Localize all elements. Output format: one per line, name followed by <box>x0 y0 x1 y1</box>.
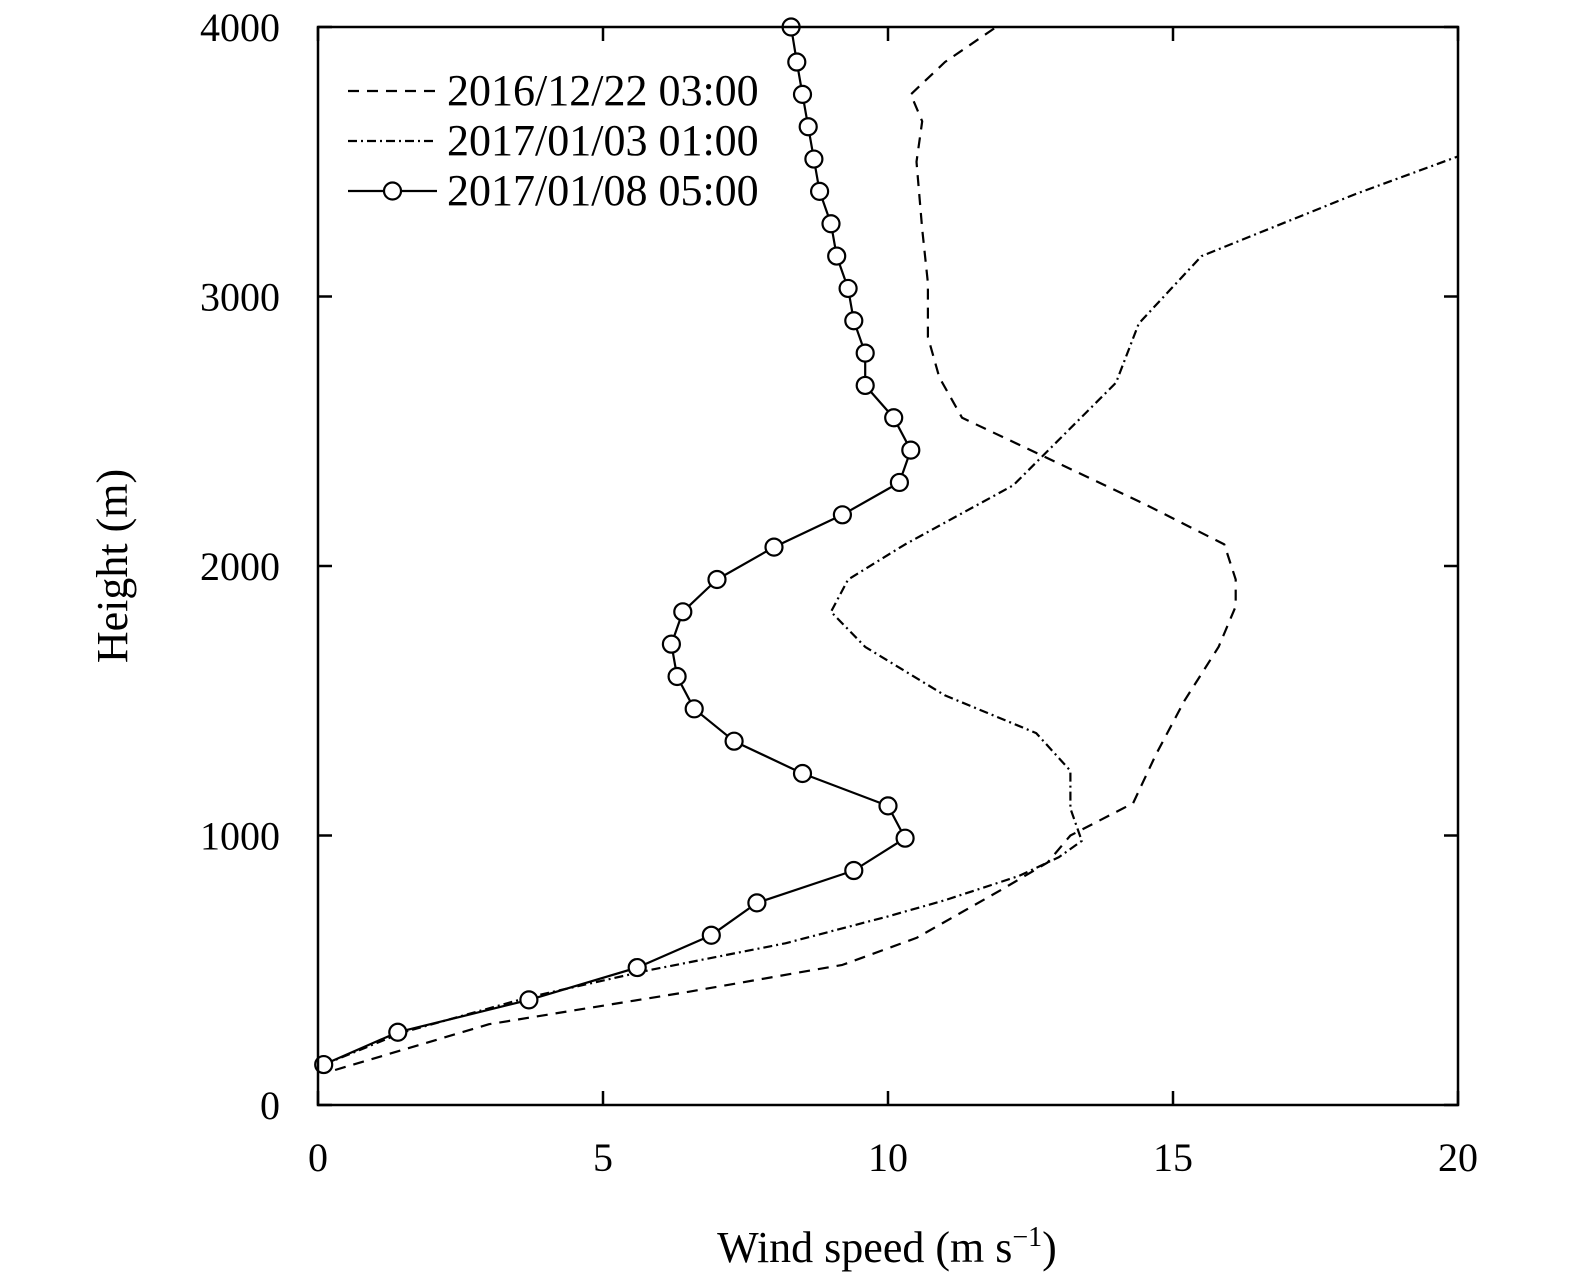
tick-layer <box>316 25 1460 1107</box>
data-point-marker <box>855 343 875 363</box>
legend-label-2: 2017/01/03 01:00 <box>447 116 759 165</box>
y-tick-label: 2000 <box>200 544 280 589</box>
data-point-marker <box>821 214 841 234</box>
data-point-marker <box>787 52 807 72</box>
data-point-marker <box>764 537 784 557</box>
data-point-marker <box>792 763 813 784</box>
x-axis-title-main: Wind speed (m s <box>717 1223 1012 1272</box>
y-tick-label: 3000 <box>200 275 280 320</box>
x-tick-label: 10 <box>868 1135 908 1180</box>
data-point-marker <box>855 375 875 396</box>
y-tick-label: 0 <box>260 1083 280 1128</box>
data-point-marker <box>724 731 744 751</box>
x-axis-title-end: ) <box>1042 1223 1057 1272</box>
y-axis-title: Height (m) <box>88 469 137 663</box>
y-tick-label: 4000 <box>200 5 280 50</box>
tick-label-layer: 0 5 10 15 20 0 1000 2000 3000 4000 <box>200 5 1478 1180</box>
data-point-marker <box>673 602 693 622</box>
series-line-2 <box>323 155 1458 1066</box>
data-point-marker <box>844 311 864 331</box>
data-point-marker <box>388 1022 408 1042</box>
series-line-1 <box>334 27 1237 1072</box>
x-axis-title-superscript: −1 <box>1012 1222 1042 1253</box>
x-tick-label: 20 <box>1438 1135 1478 1180</box>
marker-layer <box>314 17 921 1075</box>
legend-label-3: 2017/01/08 05:00 <box>447 166 759 215</box>
data-point-marker <box>889 472 910 493</box>
data-point-marker <box>519 990 539 1010</box>
data-point-marker <box>798 117 818 137</box>
x-tick-label: 5 <box>593 1135 613 1180</box>
x-tick-label: 15 <box>1153 1135 1193 1180</box>
data-point-marker <box>884 408 904 428</box>
data-point-marker <box>701 925 721 945</box>
data-point-marker <box>792 84 813 104</box>
data-point-marker <box>895 828 915 848</box>
data-point-marker <box>804 149 824 169</box>
data-point-marker <box>809 181 830 201</box>
x-tick-label: 0 <box>308 1135 328 1180</box>
y-tick-label: 1000 <box>200 814 280 859</box>
data-point-marker <box>844 860 864 881</box>
data-point-marker <box>661 634 682 654</box>
data-point-marker <box>707 569 727 590</box>
data-point-marker <box>832 505 853 525</box>
legend-label-1: 2016/12/22 03:00 <box>447 66 759 115</box>
data-point-marker <box>838 278 858 299</box>
x-axis-title: Wind speed (m s−1) <box>717 1222 1057 1272</box>
data-point-marker <box>827 246 847 266</box>
data-point-marker <box>747 893 767 913</box>
data-point-marker <box>901 440 921 460</box>
legend-marker <box>382 181 403 201</box>
data-point-marker <box>667 666 687 687</box>
data-point-marker <box>314 1054 334 1075</box>
data-point-marker <box>627 957 647 978</box>
data-point-marker <box>878 796 898 816</box>
data-point-marker <box>684 699 704 719</box>
